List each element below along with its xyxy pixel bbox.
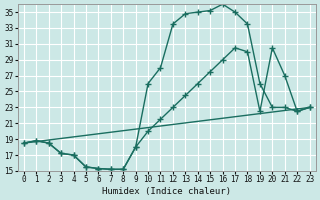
X-axis label: Humidex (Indice chaleur): Humidex (Indice chaleur) xyxy=(102,187,231,196)
